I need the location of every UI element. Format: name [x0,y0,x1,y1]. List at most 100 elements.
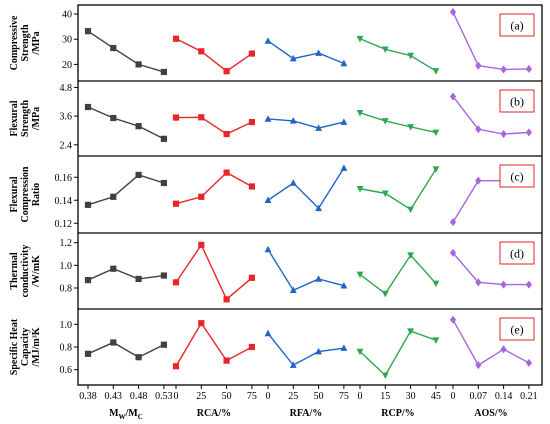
data-point [264,196,272,204]
data-point [248,274,255,281]
data-point [110,44,117,52]
data-point [160,179,167,187]
data-point [449,315,457,324]
y-tick-label: 2.4 [60,140,73,151]
x-tick-label: 15 [380,391,390,402]
data-point [500,65,507,74]
data-point [525,280,532,289]
data-point [340,118,348,125]
series-line [175,171,253,205]
data-point [315,347,323,355]
x-tick-label: 50 [314,391,324,402]
series-line [267,40,345,65]
series-line [452,319,530,367]
data-point [432,129,440,137]
data-point [110,265,117,272]
data-point [356,109,364,117]
data-point [500,280,507,289]
data-point [198,114,205,121]
data-point [340,344,348,351]
y-axis-label: Compression [20,166,31,222]
x-tick-label: 25 [196,391,206,402]
data-point [432,68,440,75]
data-point [110,114,117,122]
data-point [84,201,92,208]
series-line [267,118,345,129]
y-axis-label: Thermal [9,252,20,289]
panel-label-box [499,89,535,113]
series-line [359,112,437,134]
data-point [172,200,180,207]
y-tick-label: 0.8 [60,343,73,354]
x-tick-label: 45 [431,391,441,402]
data-point [315,275,323,282]
series-line [267,167,345,210]
data-point [289,286,297,294]
data-point [500,345,507,354]
data-point [84,350,92,357]
series-line [175,243,253,301]
data-point [248,343,255,351]
data-point [500,130,507,139]
data-point [264,329,272,337]
data-point [223,357,230,364]
x-tick-label: 0.53 [155,391,173,402]
x-axis: 0.38 0.43 0.48 0.53 0 25 50 75 0 25 50 75 0 15 30 45 0 0.… [79,385,538,421]
data-point [475,176,482,185]
data-point [135,275,142,283]
data-point [160,68,167,76]
data-point [84,276,92,284]
data-point [407,252,415,259]
data-point [525,358,532,367]
x-tick-label: 0 [174,391,179,402]
y-tick-label: 1.0 [60,261,73,272]
data-point [264,115,272,122]
x-axis-label: MW/MC [109,408,143,421]
data-point [198,193,205,200]
y-axis-label: /W/mK [31,255,42,288]
data-series [84,7,532,380]
data-point [356,35,364,43]
y-tick-label: 1.2 [60,238,73,249]
series-line [267,249,345,292]
data-point [223,296,230,303]
series-line [359,330,437,377]
panel-label-box [499,241,535,265]
x-tick-label: 0.14 [495,391,513,402]
x-tick-label: 0.38 [79,391,97,402]
data-point [248,118,255,126]
panel-label: (e) [510,323,523,337]
series-line [452,96,529,135]
data-point [475,125,482,134]
x-axis-label: RCA/% [197,408,231,419]
x-axis-label: RCP/% [381,408,414,419]
data-point [84,28,92,35]
series-line [359,253,437,295]
y-axis-label: Flexural [9,100,20,136]
x-tick-label: 75 [339,391,349,402]
data-point [449,92,457,101]
data-point [449,218,457,227]
data-point [198,48,205,55]
data-point [340,59,348,67]
y-tick-label: 0.12 [55,219,73,230]
series-line [87,174,165,206]
x-tick-label: 0 [266,391,271,402]
data-point [475,278,482,287]
data-point [407,124,415,131]
series-line [87,267,164,281]
data-point [381,372,389,380]
y-tick-label: 0.16 [55,173,73,184]
data-point [110,193,117,200]
y-tick-label: 0.8 [60,284,73,295]
series-line [87,106,165,140]
panel-label: (a) [510,19,523,33]
data-point [172,363,180,370]
data-point [381,290,389,298]
series-line [175,321,253,367]
panel-label-box [499,317,535,341]
x-tick-label: 25 [288,391,298,402]
y-axis-label: Strength [20,24,31,61]
x-tick-label: 0.07 [470,391,488,402]
